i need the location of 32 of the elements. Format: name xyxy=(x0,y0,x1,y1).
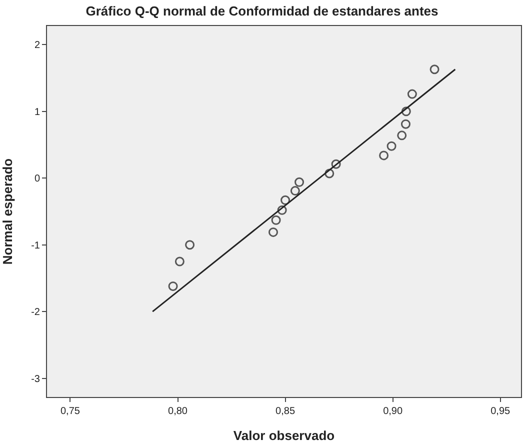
point xyxy=(271,215,281,225)
x-tick-label: 0,85 xyxy=(276,406,296,417)
point xyxy=(400,119,410,129)
point xyxy=(280,195,290,205)
x-tick-label: 0,80 xyxy=(168,406,188,417)
point xyxy=(407,89,417,99)
point xyxy=(331,159,341,169)
point xyxy=(294,177,304,187)
point xyxy=(379,150,389,160)
y-tick-label: 0 xyxy=(34,174,40,185)
x-tick-label: 0,90 xyxy=(383,406,403,417)
point xyxy=(430,64,440,74)
y-tick-label: -1 xyxy=(31,240,40,252)
chart-title: Gráfico Q-Q normal de Conformidad de estandares antes xyxy=(86,4,438,19)
y-tick-label: -2 xyxy=(31,307,40,318)
x-axis-title: Valor observado xyxy=(233,428,335,443)
point xyxy=(268,227,278,237)
x-tick-label: 0,95 xyxy=(490,406,511,417)
y-tick-label: 2 xyxy=(34,40,40,52)
point xyxy=(277,205,287,215)
point xyxy=(174,256,184,266)
point xyxy=(290,186,300,196)
x-tick-label: 0,75 xyxy=(60,406,80,417)
point xyxy=(401,106,411,116)
y-tick-label: -3 xyxy=(31,374,40,385)
y-axis-title: Normal esperado xyxy=(0,158,16,265)
point xyxy=(168,281,178,291)
point xyxy=(386,141,396,151)
point xyxy=(185,240,195,250)
y-tick-label: 1 xyxy=(34,106,40,118)
point xyxy=(324,168,334,178)
point xyxy=(397,130,407,140)
